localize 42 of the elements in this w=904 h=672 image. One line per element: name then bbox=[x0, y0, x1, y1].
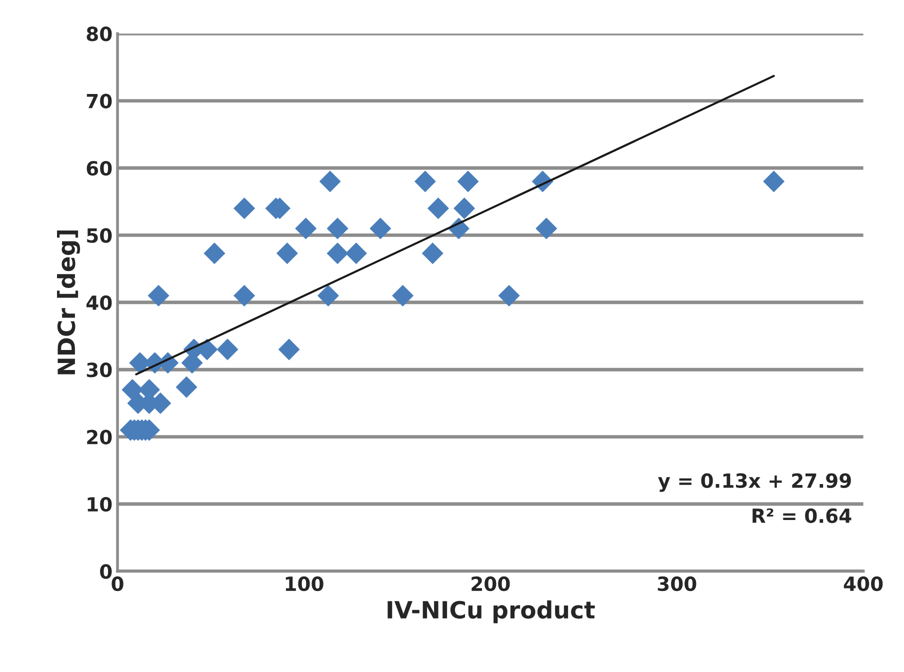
point bbox=[346, 242, 367, 264]
point bbox=[457, 170, 479, 192]
point bbox=[428, 198, 449, 219]
x-axis-title: IV-NICu product bbox=[388, 600, 595, 624]
point bbox=[498, 285, 520, 306]
y-tick-label: 80 bbox=[86, 26, 112, 42]
annotation: y = 0.13x + 27.99 bbox=[658, 473, 851, 492]
y-tick-label: 60 bbox=[86, 160, 112, 176]
point bbox=[216, 338, 238, 360]
x-tick-label: 300 bbox=[658, 576, 696, 592]
y-tick-label: 50 bbox=[87, 228, 112, 243]
y-tick-label: 30 bbox=[86, 362, 112, 378]
point bbox=[295, 218, 316, 240]
point bbox=[278, 338, 300, 360]
y-tick-label: 70 bbox=[86, 94, 112, 108]
point bbox=[422, 242, 444, 264]
point bbox=[204, 242, 226, 264]
y-tick-label: 10 bbox=[88, 496, 112, 512]
point bbox=[536, 218, 558, 240]
annotation: R² = 0.64 bbox=[752, 508, 852, 524]
point bbox=[326, 242, 348, 264]
point bbox=[319, 170, 341, 192]
y-tick-label: 40 bbox=[86, 295, 112, 310]
point bbox=[176, 376, 198, 398]
point bbox=[148, 285, 170, 306]
point bbox=[234, 198, 255, 219]
y-tick-label: 0 bbox=[100, 564, 112, 579]
y-axis-title: NDCr [deg] bbox=[57, 230, 80, 374]
x-tick-label: 0 bbox=[112, 576, 124, 592]
point bbox=[318, 285, 339, 306]
point bbox=[763, 170, 784, 192]
point bbox=[414, 170, 436, 192]
y-tick-label: 20 bbox=[87, 430, 112, 444]
point bbox=[276, 242, 298, 264]
x-tick-label: 100 bbox=[286, 576, 324, 592]
point bbox=[454, 198, 475, 219]
point bbox=[234, 285, 255, 306]
x-tick-label: 400 bbox=[844, 576, 883, 592]
x-tick-label: 200 bbox=[472, 576, 510, 592]
point bbox=[392, 285, 414, 306]
point bbox=[370, 218, 392, 240]
point bbox=[326, 218, 348, 240]
